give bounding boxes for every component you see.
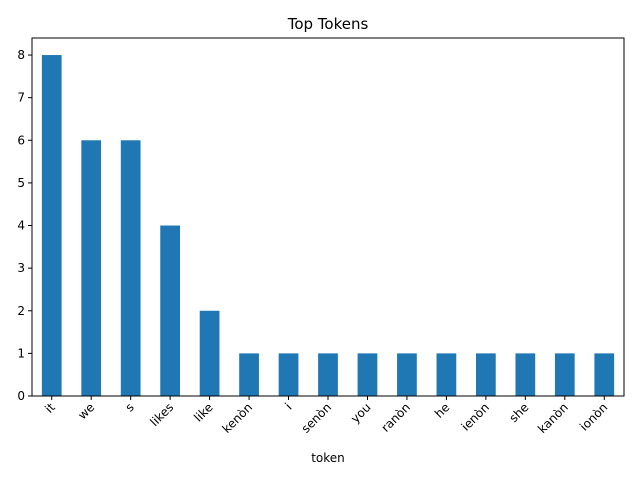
x-tick-label: s: [122, 400, 136, 414]
bar-8: [357, 353, 378, 396]
x-tick-label: he: [432, 400, 453, 421]
y-tick-label: 1: [17, 346, 25, 360]
y-tick-label: 2: [17, 304, 25, 318]
bar-1: [81, 140, 102, 396]
bar-13: [554, 353, 575, 396]
y-tick-label: 0: [17, 389, 25, 403]
bar-2: [120, 140, 141, 396]
x-tick-label: kenòn: [220, 400, 256, 436]
x-tick-label: ranòn: [379, 400, 414, 435]
chart-title: Top Tokens: [287, 15, 369, 33]
bars-group: [41, 55, 615, 397]
x-axis-ticks: it we s likes like kenòn i senòn you ranòn he ienòn…: [42, 396, 610, 436]
x-tick-label: ienòn: [459, 400, 492, 433]
y-tick-label: 8: [17, 48, 25, 62]
y-axis-ticks: 0 1 2 3 4 5 6 7 8: [17, 48, 32, 403]
y-tick-label: 3: [17, 261, 25, 275]
x-tick-label: you: [348, 400, 374, 426]
y-tick-label: 5: [17, 176, 25, 190]
x-tick-label: it: [42, 400, 58, 416]
plot-frame: [31, 37, 625, 397]
bar-12: [515, 353, 536, 396]
bar-10: [436, 353, 457, 396]
x-tick-label: she: [507, 400, 532, 425]
bar-7: [318, 353, 338, 396]
x-tick-label: senòn: [299, 400, 334, 435]
x-tick-label: like: [191, 400, 215, 424]
bar-14: [594, 353, 615, 396]
bar-3: [160, 225, 180, 396]
bar-9: [397, 353, 417, 396]
x-tick-label: ionòn: [577, 400, 610, 433]
x-tick-label: i: [282, 400, 294, 412]
y-tick-label: 6: [17, 133, 25, 147]
bar-5: [239, 353, 259, 396]
x-tick-label: we: [75, 400, 97, 422]
bar-4: [199, 310, 220, 396]
bar-6: [278, 353, 299, 396]
x-tick-label: kanòn: [535, 400, 571, 436]
x-axis-label: token: [311, 451, 345, 465]
bar-0: [41, 55, 62, 397]
x-tick-label: likes: [147, 400, 176, 429]
y-tick-label: 4: [17, 219, 25, 233]
y-tick-label: 7: [17, 91, 25, 105]
bar-11: [476, 353, 496, 396]
